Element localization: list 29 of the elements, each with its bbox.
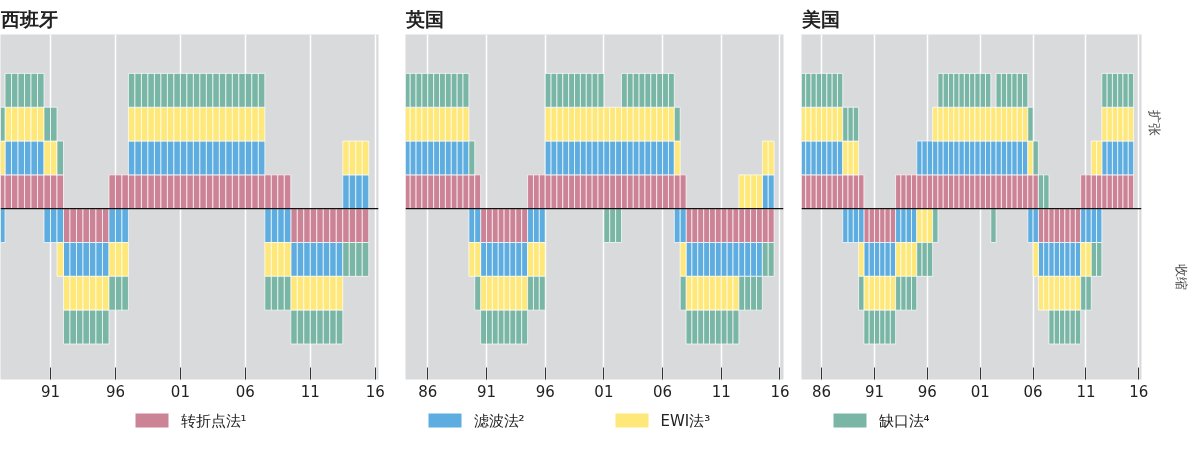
legend-label: 滤波法² xyxy=(473,411,525,430)
x-tick-label: 91 xyxy=(864,382,885,401)
legend-label: EWI法³ xyxy=(660,411,711,430)
x-tick-label: 01 xyxy=(970,382,990,401)
x-tick-label: 86 xyxy=(418,382,438,401)
x-tick-label: 01 xyxy=(594,382,614,401)
x-tick-label: 16 xyxy=(365,382,385,401)
x-tick-label: 11 xyxy=(300,382,320,401)
chart-title: 西班牙 xyxy=(0,7,58,30)
x-tick-label: 11 xyxy=(711,382,731,401)
x-tick-label: 06 xyxy=(1023,382,1043,401)
x-tick-label: 16 xyxy=(770,382,790,401)
chart-title: 英国 xyxy=(404,7,444,30)
text: 收缩 xyxy=(1173,263,1188,290)
text: 扩张 xyxy=(1146,109,1162,136)
x-tick-label: 16 xyxy=(1129,382,1149,401)
x-tick-label: 86 xyxy=(812,382,832,401)
x-tick-label: 96 xyxy=(535,382,555,401)
x-tick-label: 06 xyxy=(653,382,673,401)
x-tick-label: 96 xyxy=(105,382,126,401)
x-tick-label: 91 xyxy=(40,382,61,401)
x-tick-label: 11 xyxy=(1076,382,1096,401)
x-tick-label: 06 xyxy=(235,382,255,401)
x-tick-label: 96 xyxy=(917,382,937,401)
x-tick-label: 01 xyxy=(170,382,190,401)
legend-label: 缺口法⁴ xyxy=(878,411,930,430)
chart-title: 美国 xyxy=(800,7,840,30)
x-tick-label: 91 xyxy=(476,382,497,401)
legend-label: 转折点法¹ xyxy=(180,411,247,430)
